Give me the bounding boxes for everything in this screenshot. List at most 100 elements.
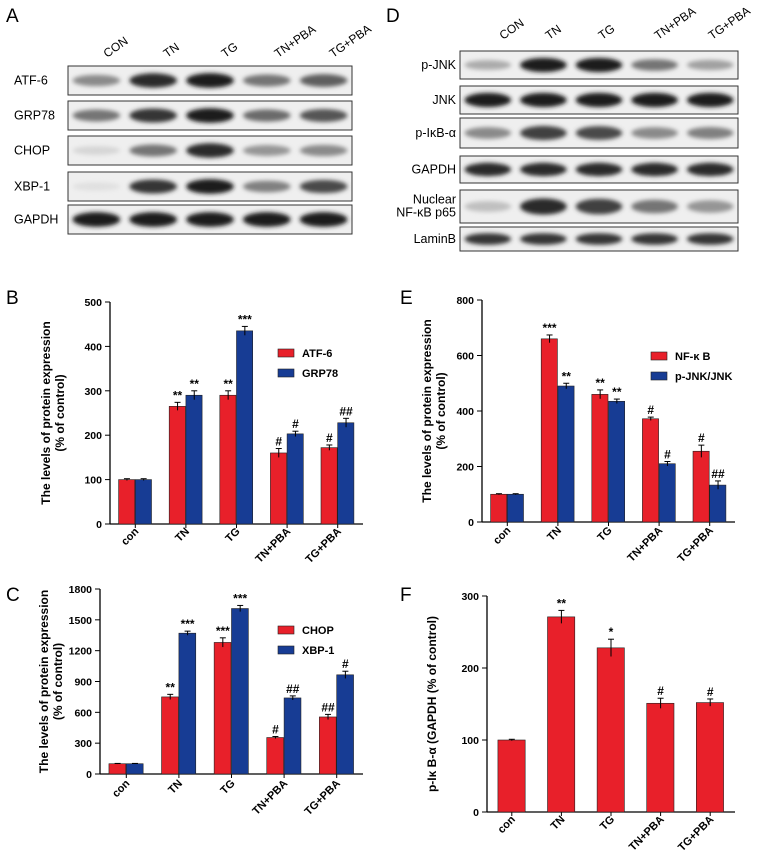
blot-row: XBP-1 — [14, 171, 353, 202]
significance-label: ** — [562, 369, 572, 383]
blot-band — [464, 92, 512, 108]
blot-row: p-IκB-α — [415, 117, 739, 149]
bar — [178, 632, 197, 775]
y-tick-label: 1200 — [69, 646, 93, 658]
bar — [168, 406, 186, 525]
x-tick-label: TN — [545, 525, 564, 544]
blot-row-label: JNK — [432, 93, 456, 107]
blot-band — [686, 200, 734, 213]
x-tick-label: TN+PBA — [253, 526, 293, 566]
x-tick-label: TG — [595, 525, 614, 544]
significance-label: # — [272, 722, 279, 736]
x-tick-label: TG+PBA — [304, 526, 344, 566]
blot-band — [299, 74, 348, 87]
x-tick-label: TG+PBA — [676, 525, 716, 565]
blot-band — [631, 92, 678, 108]
bar — [118, 479, 136, 525]
bar — [231, 608, 249, 775]
blot-band — [575, 198, 623, 215]
blot-band — [129, 212, 178, 227]
bar — [596, 647, 625, 813]
lane-label: TN — [161, 40, 182, 61]
blot-band — [299, 179, 348, 194]
blot-band — [242, 212, 291, 227]
blot-row-label: CHOP — [14, 144, 50, 158]
blot-row: ATF-6 — [14, 65, 353, 96]
lane-label: CON — [101, 34, 131, 61]
lane-label: TN+PBA — [652, 4, 699, 42]
legend-label: ATF-6 — [302, 348, 332, 360]
bar — [497, 739, 526, 813]
blot-band — [631, 162, 678, 177]
bar — [642, 418, 659, 523]
blot-band — [129, 179, 178, 194]
significance-label: ** — [595, 376, 605, 390]
bar — [692, 450, 710, 523]
y-tick-label: 600 — [456, 351, 474, 363]
significance-label: ** — [612, 385, 622, 399]
bar — [709, 484, 727, 523]
blot-band — [299, 144, 348, 157]
lane-label: TN — [543, 22, 564, 43]
significance-label: # — [275, 435, 282, 449]
y-tick-label: 900 — [74, 677, 92, 689]
blot-band — [520, 233, 567, 245]
y-tick-label: 300 — [461, 591, 479, 603]
panel-letter-a: A — [6, 6, 19, 27]
legend: ATF-6 GRP78 — [277, 348, 338, 380]
bar — [319, 716, 337, 775]
significance-label: ## — [321, 700, 335, 714]
lane-label: TG — [596, 21, 618, 42]
legend-swatch — [277, 645, 295, 655]
significance-label: *** — [181, 617, 195, 631]
blot-band — [242, 180, 291, 193]
blot-band — [686, 92, 734, 108]
legend-label: XBP-1 — [302, 645, 334, 657]
panel-letter-c: C — [6, 585, 20, 606]
blot-band — [575, 57, 623, 73]
blot-band — [186, 73, 234, 88]
y-tick-label: 600 — [74, 707, 92, 719]
x-tick-label: TG — [223, 526, 242, 545]
bar — [696, 702, 724, 813]
x-tick-label: con — [491, 524, 514, 547]
legend-swatch — [650, 371, 668, 381]
blot-band — [686, 127, 734, 139]
y-axis-label: The levels of protein expression(% of co… — [420, 319, 448, 502]
y-tick-label: 100 — [84, 475, 102, 487]
significance-label: # — [698, 431, 705, 445]
bar — [213, 642, 232, 775]
x-tick-label: TN+PBA — [625, 525, 665, 565]
y-tick-label: 1800 — [69, 584, 93, 596]
x-tick-label: TN — [173, 526, 192, 545]
blot-band — [464, 127, 512, 139]
blot-row-label: p-IκB-α — [415, 126, 456, 140]
blot-band — [520, 57, 567, 73]
bar — [161, 696, 179, 775]
y-tick-label: 1500 — [69, 615, 93, 627]
significance-label: ** — [557, 596, 567, 610]
blot-band — [242, 74, 291, 87]
blot-row-label: Nuclear NF-κB p65 — [396, 193, 456, 220]
bar — [591, 394, 609, 523]
blot-panel-d: D CON TN TG TN+PBA TG+PBA p-JNK JNK p-IκB-α GAPDH… — [386, 4, 753, 252]
y-tick-label: 400 — [456, 406, 474, 418]
blot-band — [575, 92, 623, 108]
chart-e: E 0 200 400 600 800 The levels of protein expr… — [400, 288, 735, 565]
x-tick-label: TG — [598, 814, 617, 833]
panel-letter-b: B — [6, 288, 19, 309]
lane-label: TG — [219, 39, 241, 60]
significance-label: # — [342, 657, 349, 671]
y-tick-label: 500 — [84, 297, 102, 309]
significance-label: # — [647, 403, 654, 417]
blot-band — [464, 201, 512, 212]
blot-band — [631, 233, 678, 245]
blot-row-label: GAPDH — [412, 163, 456, 177]
y-axis-label: The levels of protein expression(% of co… — [37, 590, 65, 773]
blot-band — [129, 144, 178, 157]
blot-row-label: p-JNK — [421, 58, 456, 72]
blot-row: GAPDH — [412, 155, 739, 184]
legend-label: p-JNK/JNK — [675, 371, 733, 383]
blot-row: p-JNK — [421, 50, 739, 80]
significance-label: ## — [339, 404, 353, 418]
